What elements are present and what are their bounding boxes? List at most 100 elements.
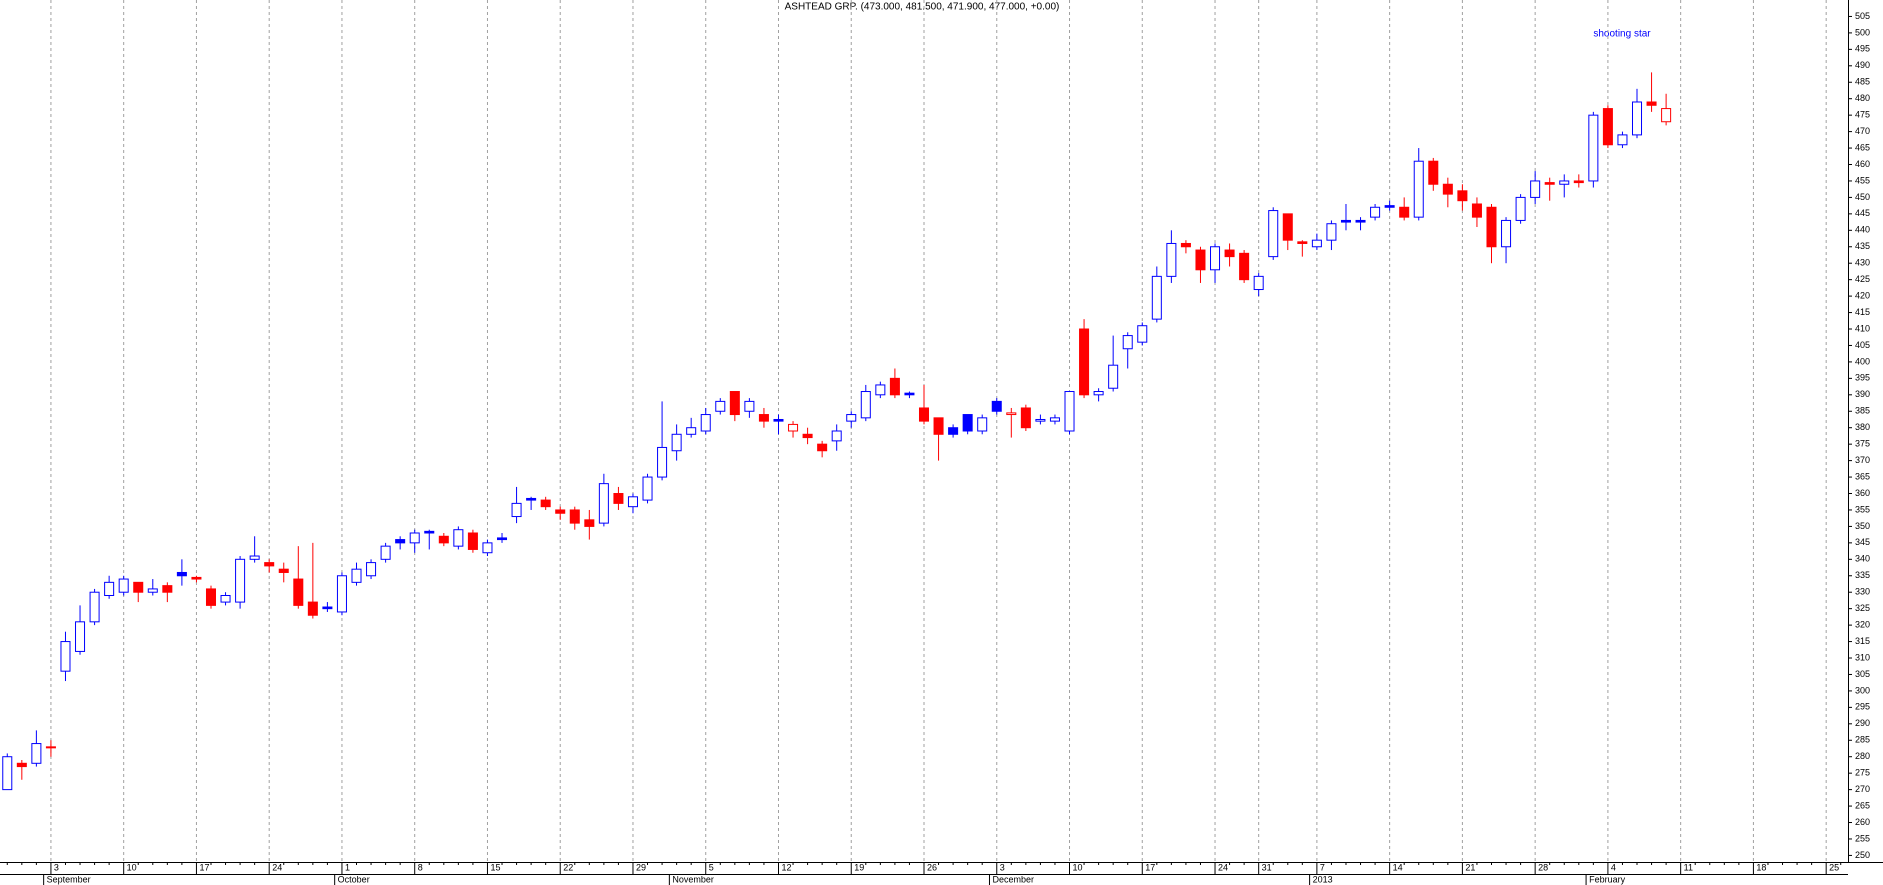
candle-body xyxy=(176,571,187,577)
y-tick-label: 370 xyxy=(1855,455,1870,465)
y-tick-label: 330 xyxy=(1855,587,1870,597)
y-tick-label: 420 xyxy=(1855,290,1870,300)
candle-body xyxy=(453,529,464,547)
x-tick-label: 28 xyxy=(1538,862,1548,872)
x-tick-label: 4 xyxy=(1611,862,1616,872)
candle-body xyxy=(977,417,988,432)
candle-body xyxy=(89,591,100,623)
y-tick-label: 325 xyxy=(1855,603,1870,613)
candle-body xyxy=(16,762,27,768)
candle-body xyxy=(773,418,784,422)
y-tick-label: 505 xyxy=(1855,11,1870,21)
candle-body xyxy=(75,621,86,652)
candle-body xyxy=(744,400,755,412)
candle-body xyxy=(220,595,231,603)
candle-body xyxy=(235,558,246,603)
candle-body xyxy=(933,417,944,435)
x-tick-label: 17 xyxy=(1145,862,1155,872)
y-tick-label: 425 xyxy=(1855,274,1870,284)
candle-body xyxy=(1282,213,1293,241)
candle-body xyxy=(1661,108,1672,123)
candle-body xyxy=(1588,114,1599,182)
candle-body xyxy=(366,562,377,577)
candle-body xyxy=(45,746,56,749)
candle-body xyxy=(1326,223,1337,241)
candle-body xyxy=(205,588,217,606)
candle-body xyxy=(671,433,682,452)
x-tick-label: 12 xyxy=(781,862,791,872)
x-tick-label: 26 xyxy=(927,862,937,872)
candle-body xyxy=(482,542,493,554)
y-tick-label: 345 xyxy=(1855,537,1870,547)
y-tick-label: 270 xyxy=(1855,784,1870,794)
month-label: October xyxy=(338,874,370,884)
y-tick-label: 315 xyxy=(1855,636,1870,646)
y-tick-label: 355 xyxy=(1855,504,1870,514)
y-tick-label: 460 xyxy=(1855,159,1870,169)
candle-body xyxy=(1544,182,1555,185)
y-tick-label: 290 xyxy=(1855,718,1870,728)
candle-body xyxy=(1239,252,1250,281)
candle-body xyxy=(249,555,260,560)
y-tick-label: 490 xyxy=(1855,60,1870,70)
candle-body xyxy=(1370,206,1381,218)
y-tick-label: 310 xyxy=(1855,652,1870,662)
candle-body xyxy=(1035,418,1046,422)
candle-body xyxy=(31,743,42,764)
y-tick-label: 375 xyxy=(1855,439,1870,449)
candle-body xyxy=(322,606,333,610)
candle-body xyxy=(540,499,551,508)
y-tick-label: 475 xyxy=(1855,110,1870,120)
candle-body xyxy=(788,423,799,432)
x-tick-label: 21 xyxy=(1465,862,1475,872)
y-tick-label: 450 xyxy=(1855,192,1870,202)
candle-body xyxy=(438,535,449,544)
y-tick-label: 380 xyxy=(1855,422,1870,432)
x-tick-label: 22 xyxy=(563,862,573,872)
candle-body xyxy=(1442,183,1453,195)
candle-body xyxy=(846,414,857,422)
candle-body xyxy=(1486,206,1497,248)
candle-body xyxy=(555,509,566,514)
y-tick-label: 390 xyxy=(1855,389,1870,399)
candle-body xyxy=(598,483,609,524)
candle-body xyxy=(642,476,653,501)
candle-body xyxy=(395,539,406,544)
candle-body xyxy=(336,575,347,613)
candle-body xyxy=(1501,219,1512,248)
candle-body xyxy=(1530,180,1541,198)
x-tick-label: 3 xyxy=(1000,862,1005,872)
candle-body xyxy=(1049,417,1060,422)
candle-body xyxy=(380,545,391,560)
candle-body xyxy=(1559,180,1570,185)
x-tick-label: 29 xyxy=(636,862,646,872)
x-tick-label: 31 xyxy=(1262,862,1272,872)
x-tick-label: 1 xyxy=(345,862,350,872)
x-tick-label: 19 xyxy=(854,862,864,872)
candle-body xyxy=(1122,335,1133,350)
x-tick-label: 7 xyxy=(1320,862,1325,872)
candle-body xyxy=(1384,205,1395,208)
candle-body xyxy=(1428,160,1439,185)
y-tick-label: 480 xyxy=(1855,93,1870,103)
y-tick-label: 445 xyxy=(1855,208,1870,218)
y-tick-label: 265 xyxy=(1855,800,1870,810)
y-tick-label: 285 xyxy=(1855,735,1870,745)
candle-body xyxy=(307,601,318,616)
month-label: November xyxy=(672,874,714,884)
candle-body xyxy=(1355,219,1366,223)
y-tick-label: 495 xyxy=(1855,44,1870,54)
candle-body xyxy=(948,427,959,435)
candle-body xyxy=(1617,134,1628,146)
candle-body xyxy=(1340,219,1351,223)
candle-body xyxy=(1457,190,1468,202)
y-tick-label: 320 xyxy=(1855,619,1870,629)
chart-title: ASHTEAD GRP. (473.000, 481.500, 471.900,… xyxy=(785,2,1060,13)
month-label: December xyxy=(992,874,1034,884)
candle-body xyxy=(191,576,202,580)
y-tick-label: 415 xyxy=(1855,307,1870,317)
y-tick-label: 485 xyxy=(1855,77,1870,87)
y-tick-label: 280 xyxy=(1855,751,1870,761)
y-tick-label: 350 xyxy=(1855,521,1870,531)
